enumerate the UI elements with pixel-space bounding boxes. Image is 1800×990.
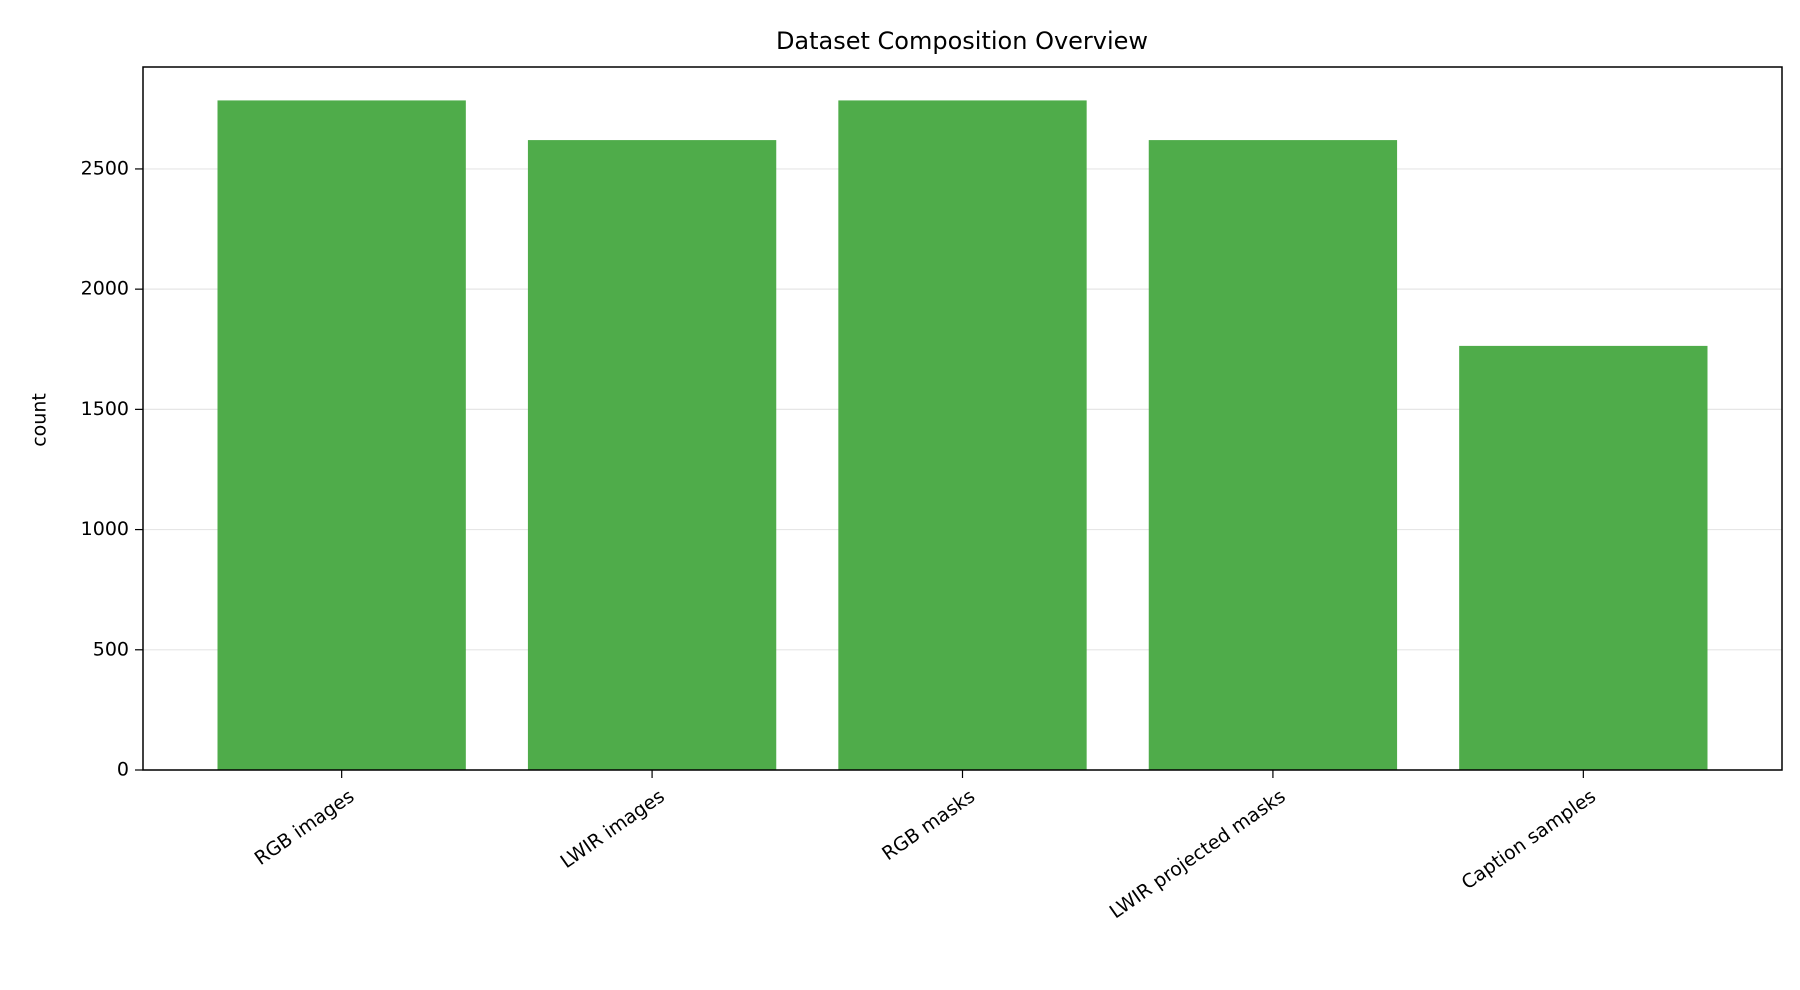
bar [217,100,466,770]
chart-title: Dataset Composition Overview [776,27,1148,55]
bar [527,140,777,770]
y-tick-label: 0 [117,759,129,781]
x-tick-label: LWIR projected masks [1106,785,1290,923]
y-axis-label: count [29,393,51,447]
bar [838,100,1087,770]
bar [1459,345,1708,770]
x-tick-label: RGB masks [878,785,979,865]
bar [1148,140,1398,770]
y-tick-label: 2000 [81,278,129,300]
x-tick-label: RGB images [251,785,359,870]
y-tick-label: 500 [93,638,129,660]
y-tick-label: 1000 [81,518,129,540]
x-tick-label: Caption samples [1458,785,1600,894]
y-tick-label: 2500 [81,157,129,179]
y-tick-label: 1500 [81,398,129,420]
plot-frame [142,66,1783,771]
x-tick-label: LWIR images [557,785,669,873]
